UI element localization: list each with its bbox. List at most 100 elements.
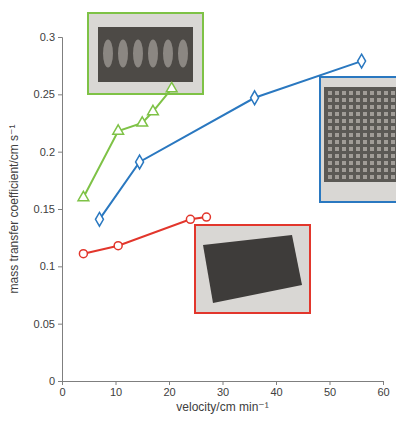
photo-detail (335, 161, 339, 165)
tick-label: 50 (324, 386, 336, 398)
photo-detail (328, 105, 332, 109)
photo-detail (384, 112, 388, 116)
photo-frame (88, 13, 203, 94)
photo-content (203, 235, 302, 303)
tick-label: 30 (217, 386, 229, 398)
photo-detail (335, 168, 339, 172)
photo-object (98, 27, 193, 82)
photo-detail (384, 147, 388, 151)
photo-detail (363, 140, 367, 144)
photo-detail (335, 105, 339, 109)
tick-label: 10 (110, 386, 122, 398)
photo-detail (335, 112, 339, 116)
photo-detail (349, 133, 353, 137)
photo-content (98, 27, 193, 82)
photo-detail (363, 168, 367, 172)
photo-detail (356, 168, 360, 172)
tick-mark (58, 152, 62, 153)
tick-label: 0 (59, 386, 65, 398)
photo-detail (349, 154, 353, 158)
photo-detail (384, 161, 388, 165)
photo-detail (342, 147, 346, 151)
photo-detail (391, 168, 395, 172)
photo-detail (363, 161, 367, 165)
photo-detail (328, 147, 332, 151)
marker (113, 125, 124, 134)
marker (136, 155, 144, 169)
photo-detail (342, 105, 346, 109)
photo-detail (342, 168, 346, 172)
tick-label: 0.15 (34, 203, 55, 215)
photo-detail (335, 133, 339, 137)
photo-detail (342, 133, 346, 137)
tick-mark (276, 381, 277, 385)
photo-detail (377, 91, 381, 95)
photo-detail (377, 154, 381, 158)
photo-detail (335, 140, 339, 144)
photo-detail (342, 140, 346, 144)
photo-detail (384, 105, 388, 109)
photo-detail (391, 126, 395, 130)
photo-detail (377, 168, 381, 172)
photo-detail (342, 175, 346, 179)
photo-detail (377, 133, 381, 137)
photo-detail (391, 147, 395, 151)
photo-detail (349, 168, 353, 172)
photo-detail (335, 119, 339, 123)
tick: 0.05 (34, 318, 62, 330)
x-axis: 0102030405060 (59, 381, 389, 398)
photo-detail (370, 98, 374, 102)
photo-detail (349, 175, 353, 179)
tick: 40 (270, 381, 282, 398)
photo-detail (163, 40, 173, 68)
photo-detail (384, 126, 388, 130)
photo-detail (328, 154, 332, 158)
photo-detail (118, 40, 128, 68)
photo-detail (335, 175, 339, 179)
photo-detail (384, 91, 388, 95)
photo-detail (356, 91, 360, 95)
photo-detail (370, 119, 374, 123)
series-line (99, 61, 361, 219)
photo-detail (335, 154, 339, 158)
tick-mark (58, 266, 62, 267)
photo-detail (328, 91, 332, 95)
photo-detail (342, 112, 346, 116)
photo-detail (370, 126, 374, 130)
photo-detail (349, 91, 353, 95)
photo-detail (391, 112, 395, 116)
marker (95, 212, 103, 226)
photo-detail (356, 161, 360, 165)
tick: 20 (163, 381, 175, 398)
plot-area (78, 54, 366, 258)
photo-detail (384, 154, 388, 158)
photo-detail (363, 98, 367, 102)
photo-detail (391, 175, 395, 179)
photo-inset (195, 225, 310, 313)
photo-detail (370, 133, 374, 137)
tick-mark (58, 37, 62, 38)
series-line (83, 89, 171, 198)
photo-detail (363, 91, 367, 95)
photo-detail (391, 161, 395, 165)
photo-detail (349, 119, 353, 123)
photo-detail (370, 161, 374, 165)
y-axis-title: mass transfer coefficient/cm s⁻¹ (7, 125, 21, 294)
tick-mark (330, 381, 331, 385)
photo-object (324, 87, 396, 182)
photo-detail (370, 105, 374, 109)
photo-detail (356, 98, 360, 102)
photo-detail (335, 98, 339, 102)
photo-detail (363, 112, 367, 116)
photo-detail (377, 175, 381, 179)
photo-detail (356, 154, 360, 158)
photo-detail (349, 140, 353, 144)
photo-detail (377, 112, 381, 116)
photo-detail (356, 119, 360, 123)
photo-detail (349, 126, 353, 130)
marker (79, 250, 87, 258)
photo-frame (195, 225, 310, 313)
photo-detail (363, 154, 367, 158)
photo-detail (363, 105, 367, 109)
photo-object (203, 235, 302, 303)
